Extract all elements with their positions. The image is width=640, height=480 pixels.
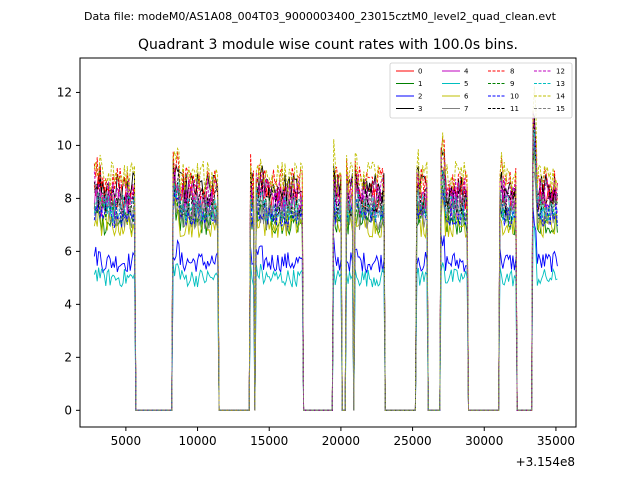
x-tick-label: 10000 (178, 434, 216, 448)
legend-label-9: 9 (510, 80, 514, 88)
legend-label-10: 10 (510, 93, 519, 101)
legend-label-11: 11 (510, 105, 519, 113)
legend-label-2: 2 (418, 93, 422, 101)
y-tick-label: 0 (64, 403, 72, 417)
y-tick-label: 2 (64, 350, 72, 364)
legend-label-13: 13 (556, 80, 565, 88)
series-line-15 (93, 129, 558, 411)
legend-box (389, 62, 573, 119)
series-line-11 (93, 116, 558, 411)
x-tick-label: 5000 (111, 434, 142, 448)
series-line-1 (93, 149, 558, 411)
legend-label-1: 1 (418, 80, 422, 88)
y-tick-label: 4 (64, 297, 72, 311)
y-tick-label: 8 (64, 191, 72, 205)
y-tick-label: 10 (57, 138, 72, 152)
legend-label-3: 3 (418, 105, 422, 113)
x-tick-label: 15000 (250, 434, 288, 448)
legend-label-7: 7 (464, 105, 468, 113)
x-axis-ticks: 5000 10000 15000 20000 25000 30000 35000 (111, 427, 575, 448)
series-line-9 (94, 135, 558, 411)
legend-label-15: 15 (556, 105, 565, 113)
series-line-5 (93, 225, 558, 411)
x-tick-label: 20000 (322, 434, 360, 448)
chart-title: Quadrant 3 module wise count rates with … (138, 37, 518, 53)
chart-suptitle: Data file: modeM0/AS1A08_004T03_90000034… (84, 10, 557, 23)
legend-label-12: 12 (556, 68, 565, 76)
legend-label-14: 14 (556, 93, 565, 101)
series-line-6 (93, 148, 558, 411)
legend-label-4: 4 (464, 68, 469, 76)
legend-label-5: 5 (464, 80, 468, 88)
x-tick-label: 35000 (537, 434, 575, 448)
series-line-13 (93, 130, 558, 411)
series-line-0 (93, 131, 558, 411)
legend-label-6: 6 (464, 93, 469, 101)
y-axis-ticks: 0 2 4 6 8 10 12 (57, 85, 80, 417)
x-tick-label: 30000 (465, 434, 503, 448)
series-line-7 (93, 171, 558, 411)
y-tick-label: 6 (64, 244, 72, 258)
series-line-2 (93, 206, 558, 411)
plot-frame (79, 57, 577, 428)
legend-label-8: 8 (510, 68, 514, 76)
y-tick-label: 12 (57, 85, 72, 99)
x-offset-label: +3.154e8 (516, 455, 575, 469)
series-line-12 (93, 110, 558, 411)
series-layer (93, 86, 558, 411)
series-line-3 (94, 112, 558, 411)
series-line-8 (93, 116, 558, 411)
series-line-14 (93, 86, 558, 411)
series-line-4 (93, 134, 558, 411)
legend-label-0: 0 (418, 68, 422, 76)
series-line-10 (93, 141, 558, 411)
x-tick-label: 25000 (393, 434, 431, 448)
